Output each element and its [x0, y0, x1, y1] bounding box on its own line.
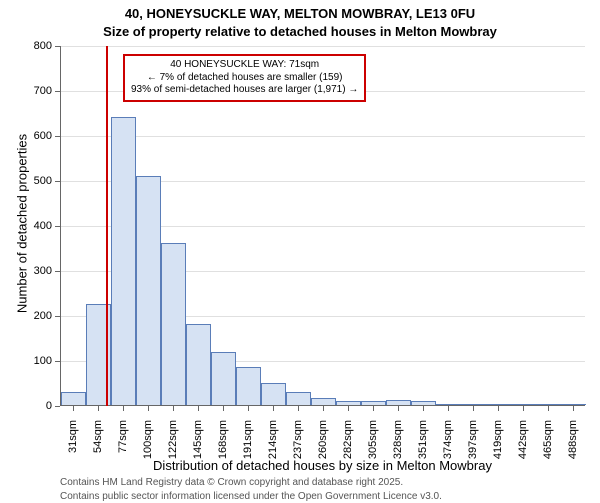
xtick-label: 465sqm	[542, 420, 554, 470]
xtick-label: 351sqm	[417, 420, 429, 470]
xtick-mark	[373, 406, 374, 411]
histogram-bar	[361, 401, 386, 405]
histogram-bar	[186, 324, 211, 405]
ytick-label: 600	[12, 130, 52, 142]
xtick-label: 305sqm	[367, 420, 379, 470]
xtick-label: 374sqm	[442, 420, 454, 470]
annotation-line: 40 HONEYSUCKLE WAY: 71sqm	[131, 59, 358, 72]
xtick-label: 442sqm	[517, 420, 529, 470]
xtick-label: 100sqm	[142, 420, 154, 470]
xtick-label: 397sqm	[467, 420, 479, 470]
gridline	[61, 46, 585, 47]
xtick-label: 419sqm	[492, 420, 504, 470]
histogram-bar	[161, 243, 186, 405]
xtick-mark	[173, 406, 174, 411]
xtick-mark	[448, 406, 449, 411]
xtick-mark	[298, 406, 299, 411]
ytick-mark	[55, 406, 60, 407]
xtick-mark	[223, 406, 224, 411]
xtick-label: 31sqm	[67, 420, 79, 470]
histogram-bar	[261, 383, 286, 406]
xtick-mark	[98, 406, 99, 411]
histogram-bar	[486, 404, 511, 405]
xtick-label: 328sqm	[392, 420, 404, 470]
histogram-bar	[286, 392, 311, 406]
xtick-mark	[348, 406, 349, 411]
histogram-bar	[111, 117, 136, 405]
xtick-mark	[273, 406, 274, 411]
histogram-bar	[236, 367, 261, 405]
chart-subtitle: Size of property relative to detached ho…	[0, 24, 600, 39]
histogram-bar	[461, 404, 486, 405]
xtick-mark	[198, 406, 199, 411]
annotation-line: 93% of semi-detached houses are larger (…	[131, 84, 358, 97]
xtick-label: 282sqm	[342, 420, 354, 470]
ytick-mark	[55, 361, 60, 362]
histogram-bar	[561, 404, 586, 405]
xtick-label: 260sqm	[317, 420, 329, 470]
annotation-box: 40 HONEYSUCKLE WAY: 71sqm← 7% of detache…	[123, 54, 366, 102]
ytick-mark	[55, 136, 60, 137]
xtick-mark	[498, 406, 499, 411]
histogram-bar	[211, 352, 236, 405]
xtick-label: 191sqm	[242, 420, 254, 470]
xtick-mark	[148, 406, 149, 411]
xtick-mark	[123, 406, 124, 411]
footer-line-1: Contains HM Land Registry data © Crown c…	[60, 476, 442, 490]
xtick-label: 168sqm	[217, 420, 229, 470]
histogram-bar	[386, 400, 411, 405]
histogram-bar	[511, 404, 536, 405]
ytick-mark	[55, 271, 60, 272]
xtick-mark	[423, 406, 424, 411]
xtick-mark	[548, 406, 549, 411]
annotation-line: ← 7% of detached houses are smaller (159…	[131, 72, 358, 85]
gridline	[61, 136, 585, 137]
ytick-label: 700	[12, 85, 52, 97]
xtick-label: 237sqm	[292, 420, 304, 470]
chart-container: 40, HONEYSUCKLE WAY, MELTON MOWBRAY, LE1…	[0, 0, 600, 500]
ytick-mark	[55, 91, 60, 92]
xtick-mark	[73, 406, 74, 411]
xtick-mark	[323, 406, 324, 411]
ytick-label: 800	[12, 40, 52, 52]
xtick-mark	[573, 406, 574, 411]
histogram-bar	[136, 176, 161, 406]
xtick-label: 122sqm	[167, 420, 179, 470]
chart-title: 40, HONEYSUCKLE WAY, MELTON MOWBRAY, LE1…	[0, 6, 600, 21]
ytick-label: 300	[12, 265, 52, 277]
xtick-mark	[398, 406, 399, 411]
xtick-label: 77sqm	[117, 420, 129, 470]
footer-line-2: Contains public sector information licen…	[60, 490, 442, 503]
xtick-mark	[523, 406, 524, 411]
ytick-mark	[55, 316, 60, 317]
xtick-mark	[473, 406, 474, 411]
ytick-mark	[55, 181, 60, 182]
ytick-label: 500	[12, 175, 52, 187]
xtick-mark	[248, 406, 249, 411]
histogram-bar	[411, 401, 436, 405]
xtick-label: 145sqm	[192, 420, 204, 470]
histogram-bar	[61, 392, 86, 406]
histogram-bar	[311, 398, 336, 405]
ytick-mark	[55, 226, 60, 227]
xtick-label: 488sqm	[567, 420, 579, 470]
plot-area: 40 HONEYSUCKLE WAY: 71sqm← 7% of detache…	[60, 46, 585, 406]
ytick-mark	[55, 46, 60, 47]
ytick-label: 400	[12, 220, 52, 232]
histogram-bar	[336, 401, 361, 406]
ytick-label: 100	[12, 355, 52, 367]
xtick-label: 214sqm	[267, 420, 279, 470]
histogram-bar	[536, 404, 561, 405]
histogram-bar	[436, 404, 461, 405]
marker-line	[106, 46, 108, 406]
ytick-label: 200	[12, 310, 52, 322]
footer-attribution: Contains HM Land Registry data © Crown c…	[60, 476, 442, 503]
ytick-label: 0	[12, 400, 52, 412]
xtick-label: 54sqm	[92, 420, 104, 470]
